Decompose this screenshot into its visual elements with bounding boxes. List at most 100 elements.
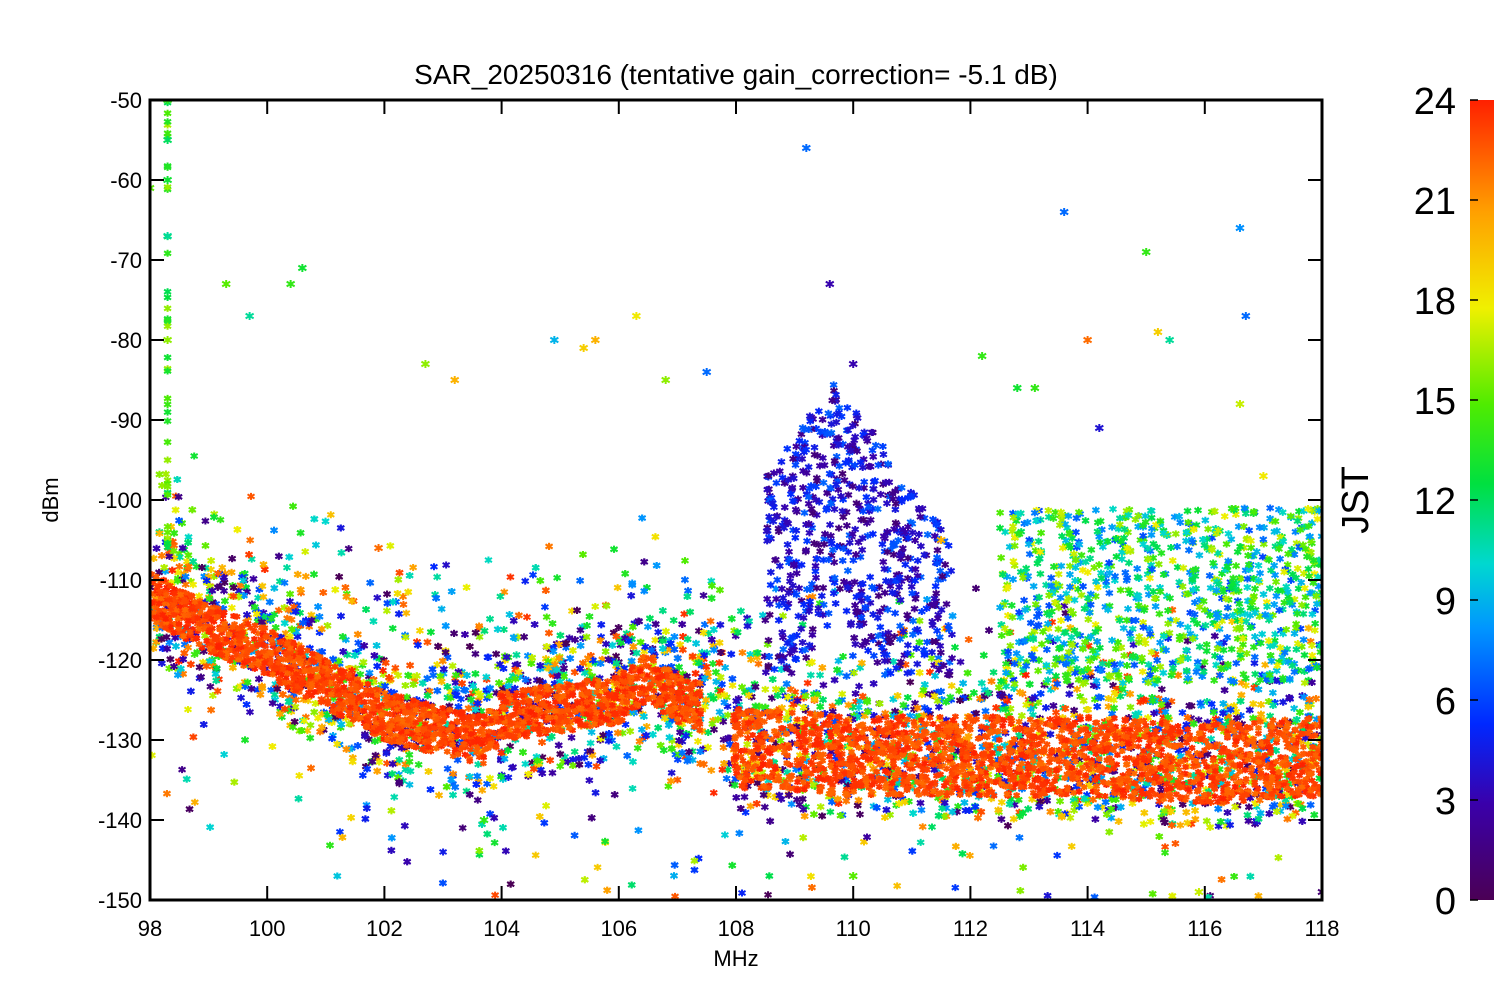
data-point — [567, 734, 576, 742]
data-point — [640, 558, 649, 566]
data-point — [1295, 926, 1302, 933]
data-point — [311, 541, 320, 549]
data-point — [743, 622, 752, 630]
data-point — [409, 681, 418, 689]
data-point — [402, 609, 411, 617]
data-point — [185, 805, 194, 813]
data-point — [670, 633, 679, 641]
data-point — [997, 798, 1006, 806]
data-point — [1017, 712, 1026, 720]
data-point — [597, 621, 606, 629]
data-point — [746, 656, 755, 664]
data-point — [1049, 905, 1056, 912]
data-point — [228, 555, 237, 563]
data-point — [480, 627, 489, 635]
data-point — [1280, 926, 1287, 933]
data-point — [927, 823, 937, 831]
data-point — [816, 803, 825, 811]
data-point — [751, 683, 760, 691]
data-point — [1138, 941, 1145, 948]
data-point — [1202, 817, 1211, 825]
data-point — [265, 598, 274, 606]
data-point — [830, 676, 839, 684]
data-point — [997, 815, 1006, 823]
data-point — [1017, 906, 1024, 913]
data-point — [678, 646, 687, 654]
data-point — [387, 834, 396, 842]
data-point — [803, 679, 812, 687]
data-point — [816, 671, 825, 679]
data-point — [1053, 851, 1062, 859]
data-point — [190, 452, 199, 460]
data-point — [651, 533, 660, 541]
data-point — [612, 743, 621, 751]
data-point — [365, 669, 374, 677]
data-point — [1067, 842, 1076, 850]
data-point — [738, 683, 747, 691]
data-point — [612, 652, 621, 660]
data-point — [227, 568, 236, 576]
data-point — [959, 679, 968, 687]
data-point — [648, 731, 657, 739]
data-point — [259, 560, 268, 568]
data-point — [855, 810, 865, 818]
data-point — [544, 629, 553, 637]
chart-title: SAR_20250316 (tentative gain_correction=… — [414, 59, 1058, 90]
data-point — [317, 625, 326, 633]
data-point — [736, 607, 745, 615]
data-point — [414, 761, 423, 769]
data-point — [591, 789, 600, 797]
data-point — [157, 552, 166, 560]
data-point — [512, 651, 521, 659]
data-point — [328, 735, 337, 743]
data-point — [1091, 815, 1100, 823]
data-point — [566, 654, 575, 662]
data-point — [958, 850, 967, 858]
data-point — [387, 807, 396, 815]
data-point — [1207, 700, 1216, 708]
data-point — [806, 872, 815, 880]
data-point — [627, 592, 636, 600]
data-point — [490, 814, 499, 822]
data-point — [692, 639, 701, 647]
data-point — [984, 626, 994, 634]
data-point — [931, 672, 940, 680]
data-point — [1043, 892, 1052, 900]
data-point — [1073, 685, 1082, 693]
data-point — [603, 886, 612, 894]
data-point — [242, 701, 251, 709]
data-point — [1101, 798, 1110, 806]
data-point — [1046, 808, 1055, 816]
data-point — [1196, 699, 1205, 707]
data-point — [735, 829, 744, 837]
data-point — [442, 561, 451, 569]
data-point — [282, 564, 291, 572]
data-point — [347, 814, 356, 822]
data-point — [623, 752, 632, 760]
data-point — [669, 872, 679, 880]
data-point — [678, 620, 687, 628]
data-point — [245, 551, 254, 559]
data-point — [161, 470, 170, 478]
data-point — [707, 766, 716, 774]
data-point — [1236, 933, 1243, 940]
data-point — [296, 529, 305, 537]
data-point — [716, 673, 725, 681]
data-point — [1065, 690, 1074, 698]
data-point — [428, 665, 437, 673]
data-point — [542, 613, 551, 621]
data-point — [186, 660, 195, 668]
data-point — [314, 603, 323, 611]
data-point — [245, 708, 254, 716]
data-point — [438, 657, 447, 665]
data-point — [501, 847, 510, 855]
data-point — [473, 796, 482, 804]
data-point — [542, 802, 551, 810]
data-point — [362, 804, 371, 812]
data-point — [844, 701, 853, 709]
data-point — [270, 584, 279, 592]
data-point — [195, 663, 204, 671]
data-point — [592, 762, 601, 770]
data-point — [546, 756, 555, 764]
data-point — [639, 713, 648, 721]
